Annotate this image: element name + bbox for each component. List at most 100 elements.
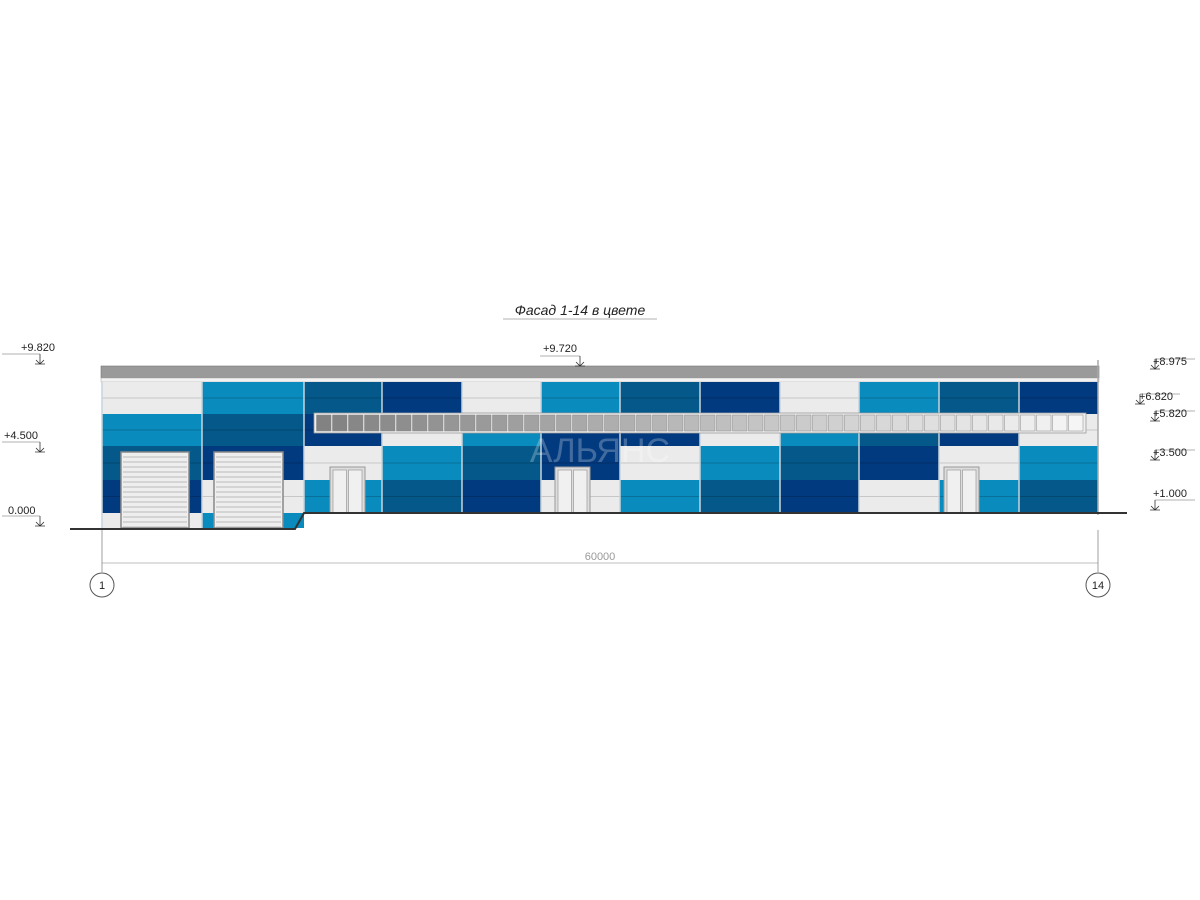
window-pane bbox=[940, 414, 956, 432]
roof-parapet bbox=[100, 365, 1100, 379]
window-pane bbox=[748, 414, 764, 432]
window-pane bbox=[764, 414, 780, 432]
window-pane bbox=[652, 414, 668, 432]
wall-panel bbox=[102, 414, 202, 446]
level-right-4: +3.500 bbox=[1153, 447, 1187, 459]
wall-panel bbox=[462, 446, 541, 480]
sectional-gate bbox=[213, 451, 284, 529]
level-arrow-icon bbox=[35, 516, 45, 527]
window-pane bbox=[316, 414, 332, 432]
wall-panel bbox=[700, 382, 780, 414]
window-pane bbox=[668, 414, 684, 432]
level-right-5: +1.000 bbox=[1153, 488, 1187, 500]
watermark-logo: АЛЬЯНС bbox=[530, 432, 670, 470]
wall-panel bbox=[462, 480, 541, 513]
level-arrow-icon bbox=[575, 356, 585, 367]
wall-panel bbox=[202, 382, 304, 414]
door-leaf bbox=[573, 469, 588, 514]
window-pane bbox=[556, 414, 572, 432]
level-arrow-icon bbox=[1150, 500, 1160, 511]
window-pane bbox=[780, 414, 796, 432]
door-leaf bbox=[962, 469, 977, 514]
window-pane bbox=[812, 414, 828, 432]
window-pane bbox=[444, 414, 460, 432]
wall-panel bbox=[1019, 382, 1098, 414]
window-pane bbox=[988, 414, 1004, 432]
window-pane bbox=[508, 414, 524, 432]
window-pane bbox=[892, 414, 908, 432]
window-pane bbox=[876, 414, 892, 432]
dimension-value: 60000 bbox=[585, 551, 616, 563]
window-pane bbox=[476, 414, 492, 432]
window-pane bbox=[860, 414, 876, 432]
window-pane bbox=[428, 414, 444, 432]
window-pane bbox=[348, 414, 364, 432]
axis-marker-14 bbox=[1085, 572, 1111, 598]
level-right-3: +5.820 bbox=[1153, 408, 1187, 420]
window-pane bbox=[956, 414, 972, 432]
sectional-gate bbox=[120, 451, 190, 529]
level-arrow-icon bbox=[1135, 394, 1145, 405]
axis-label-14: 14 bbox=[1092, 580, 1104, 592]
window-pane bbox=[380, 414, 396, 432]
level-right-2: +6.820 bbox=[1139, 391, 1173, 403]
window-pane bbox=[540, 414, 556, 432]
roof-flashing bbox=[100, 377, 1100, 383]
level-arrow-icon bbox=[1150, 359, 1160, 370]
window-pane bbox=[1068, 414, 1084, 432]
level-marks bbox=[2, 353, 1195, 527]
window-pane bbox=[588, 414, 604, 432]
door-leaf bbox=[557, 469, 572, 514]
drawing-title: Фасад 1-14 в цвете bbox=[515, 302, 646, 318]
wall-panel bbox=[202, 414, 304, 446]
wall-panel bbox=[620, 382, 700, 414]
window-pane bbox=[332, 414, 348, 432]
window-pane bbox=[732, 414, 748, 432]
window-pane bbox=[1004, 414, 1020, 432]
level-arrow-icon bbox=[1150, 411, 1160, 422]
level-arrow-icon bbox=[35, 442, 45, 453]
window-pane bbox=[1036, 414, 1052, 432]
window-pane bbox=[572, 414, 588, 432]
wall-panel bbox=[1019, 446, 1098, 480]
window-pane bbox=[972, 414, 988, 432]
wall-panel bbox=[700, 480, 780, 513]
ground-line bbox=[70, 512, 1127, 530]
window-pane bbox=[364, 414, 380, 432]
window-pane bbox=[700, 414, 716, 432]
window-pane bbox=[620, 414, 636, 432]
wall-panel bbox=[780, 480, 859, 513]
door-leaf bbox=[946, 469, 961, 514]
window-pane bbox=[1020, 414, 1036, 432]
level-left-2: +4.500 bbox=[4, 430, 38, 442]
level-arrow-icon bbox=[35, 354, 45, 365]
door-leaf bbox=[332, 469, 347, 514]
wall-panel bbox=[382, 382, 462, 414]
level-left-1: +9.820 bbox=[21, 342, 55, 354]
window-pane bbox=[396, 414, 412, 432]
wall-panel bbox=[1019, 480, 1098, 513]
window-pane bbox=[460, 414, 476, 432]
wall-panel bbox=[382, 480, 462, 513]
window-pane bbox=[524, 414, 540, 432]
wall-panel bbox=[700, 446, 780, 480]
wall-panel bbox=[304, 382, 382, 414]
window-pane bbox=[844, 414, 860, 432]
window-pane bbox=[604, 414, 620, 432]
window-pane bbox=[684, 414, 700, 432]
wall-panel bbox=[541, 382, 620, 414]
window-pane bbox=[796, 414, 812, 432]
wall-panel bbox=[859, 382, 939, 414]
wall-panel bbox=[939, 382, 1019, 414]
wall-panel bbox=[620, 480, 700, 513]
level-right-1: +8.975 bbox=[1153, 356, 1187, 368]
window-pane bbox=[636, 414, 652, 432]
level-left-3: 0.000 bbox=[8, 505, 36, 517]
axis-label-1: 1 bbox=[99, 580, 105, 592]
window-pane bbox=[828, 414, 844, 432]
wall-panel bbox=[382, 446, 462, 480]
level-top: +9.720 bbox=[543, 343, 577, 355]
window-pane bbox=[1052, 414, 1068, 432]
door-leaf bbox=[348, 469, 363, 514]
